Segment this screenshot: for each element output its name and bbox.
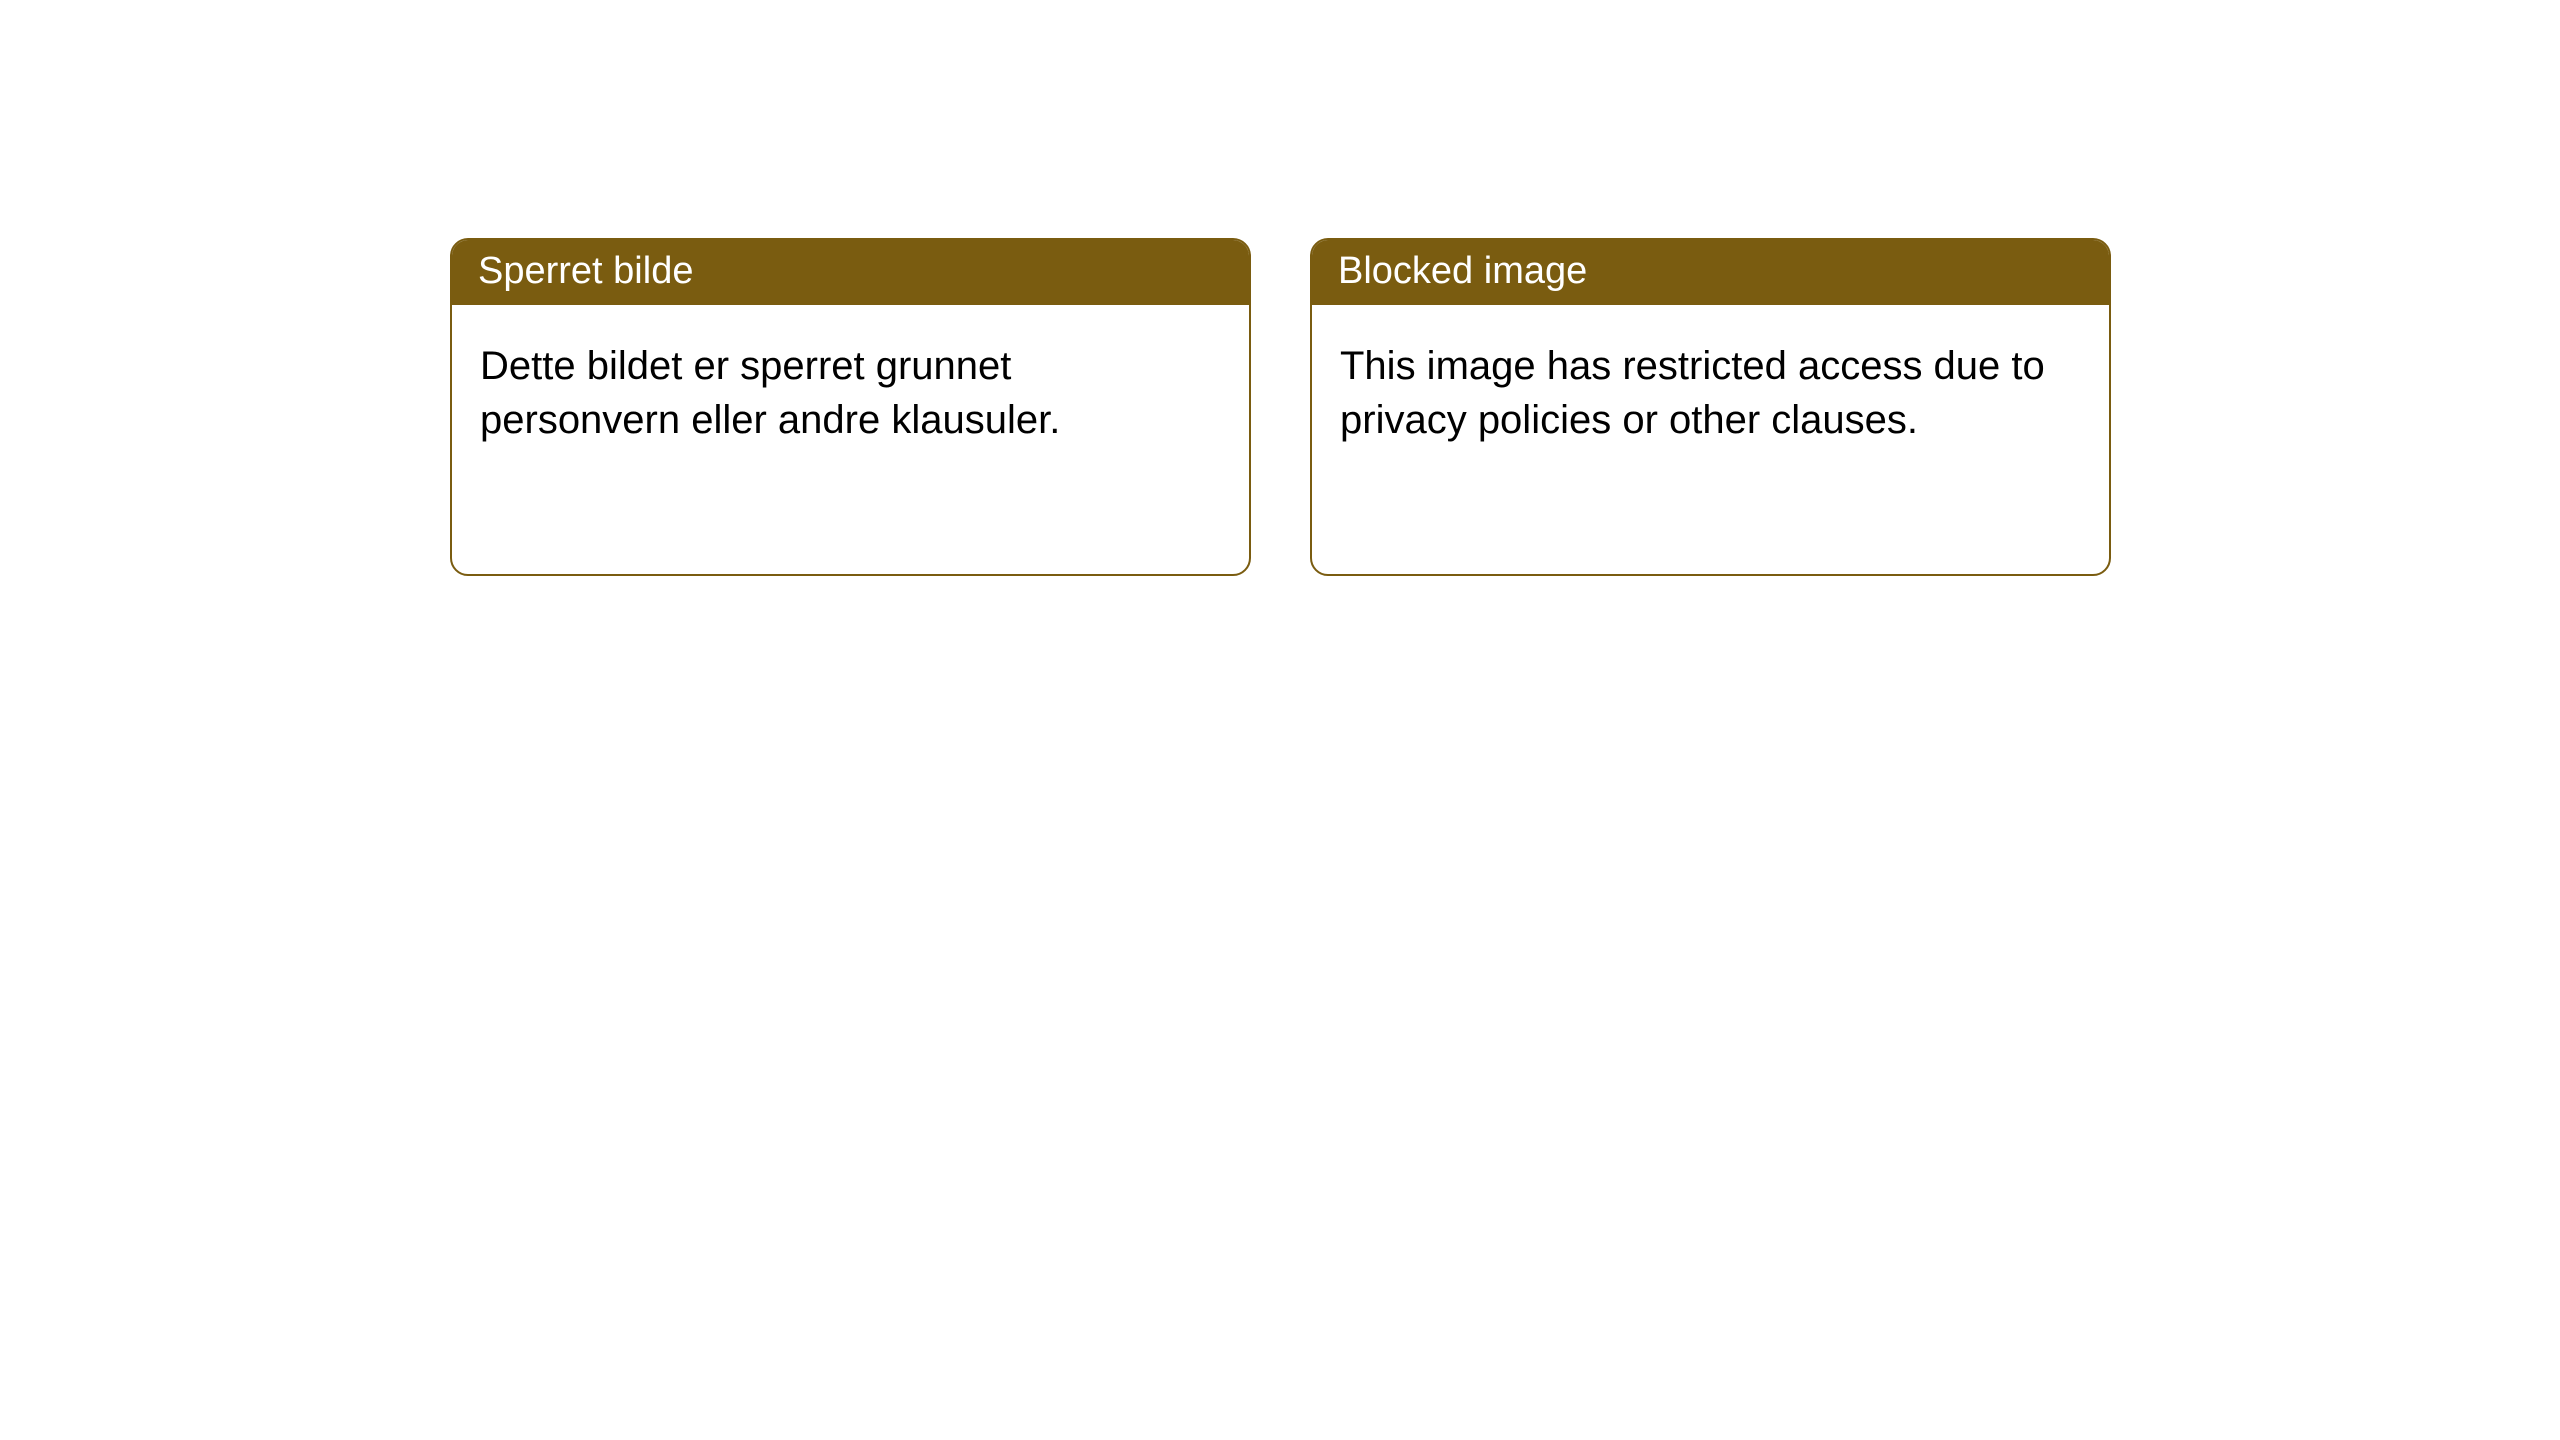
notice-cards-container: Sperret bilde Dette bildet er sperret gr…: [450, 238, 2560, 576]
notice-card-body: This image has restricted access due to …: [1312, 305, 2109, 481]
notice-card-english: Blocked image This image has restricted …: [1310, 238, 2111, 576]
notice-card-title: Sperret bilde: [452, 240, 1249, 305]
notice-card-title: Blocked image: [1312, 240, 2109, 305]
notice-card-norwegian: Sperret bilde Dette bildet er sperret gr…: [450, 238, 1251, 576]
notice-card-body: Dette bildet er sperret grunnet personve…: [452, 305, 1249, 481]
